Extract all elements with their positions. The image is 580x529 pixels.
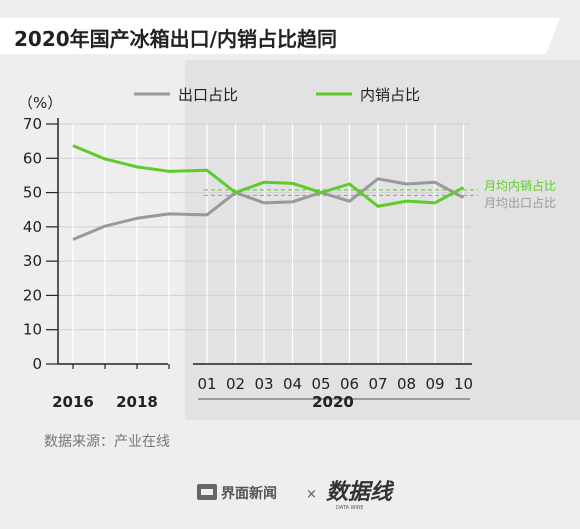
x-tick-label-month: 05 (311, 375, 330, 393)
annotation-label: 月均内销占比 (484, 178, 556, 193)
y-tick-label: 70 (23, 115, 42, 133)
average-lines (204, 189, 478, 196)
y-tick-label: 50 (23, 184, 42, 202)
x-tick-label-year: 2018 (116, 393, 158, 411)
source-text: 数据来源：产业在线 (44, 434, 170, 450)
y-tick-label: 10 (23, 321, 42, 339)
y-tick-label: 40 (23, 218, 42, 236)
axes (57, 118, 472, 400)
footer-separator: × (306, 487, 317, 502)
footer-partner-sub: DATA WIRE (336, 505, 364, 511)
y-tick-label: 0 (32, 355, 42, 373)
x-tick-label-month: 03 (254, 375, 273, 393)
y-tick-label: 30 (23, 252, 42, 270)
jiemian-logo-icon (197, 484, 217, 500)
shaded-2020-region (185, 60, 580, 420)
x-tick-label-month: 02 (226, 375, 245, 393)
series-line (72, 177, 465, 241)
y-axis-label: （%） (18, 94, 62, 112)
x-group-label-2020: 2020 (312, 393, 354, 411)
x-tick-label-month: 07 (368, 375, 387, 393)
footer-brand: 界面新闻 (221, 485, 277, 502)
x-tick-label-month: 01 (197, 375, 216, 393)
x-tick-label-month: 08 (397, 375, 416, 393)
legend-label: 出口占比 (178, 86, 238, 104)
x-tick-label-year: 2016 (52, 393, 94, 411)
legend: 出口占比 内销占比 (134, 86, 420, 104)
legend-label: 内销占比 (360, 86, 420, 104)
chart-title: 2020年国产冰箱出口/内销占比趋同 (14, 27, 337, 51)
footer: 界面新闻 × 数据线 DATA WIRE (197, 480, 395, 511)
x-tick-label-month: 10 (454, 375, 473, 393)
footer-partner: 数据线 (326, 480, 395, 505)
x-tick-labels: 2016 2018 01 02 03 04 05 06 07 08 09 10 2020 (52, 375, 473, 411)
series-lines (72, 144, 465, 241)
vertical-grid-lines (72, 124, 465, 364)
series-line (72, 144, 465, 208)
title-banner (0, 18, 560, 54)
annotation-label: 月均出口占比 (484, 195, 556, 210)
y-tick-label: 20 (23, 286, 42, 304)
y-tick-label: 60 (23, 149, 42, 167)
x-tick-label-month: 06 (340, 375, 359, 393)
x-tick-label-month: 04 (283, 375, 302, 393)
x-tick-label-month: 09 (425, 375, 444, 393)
y-tick-labels: 0 10 20 30 40 50 60 70 (23, 115, 58, 373)
